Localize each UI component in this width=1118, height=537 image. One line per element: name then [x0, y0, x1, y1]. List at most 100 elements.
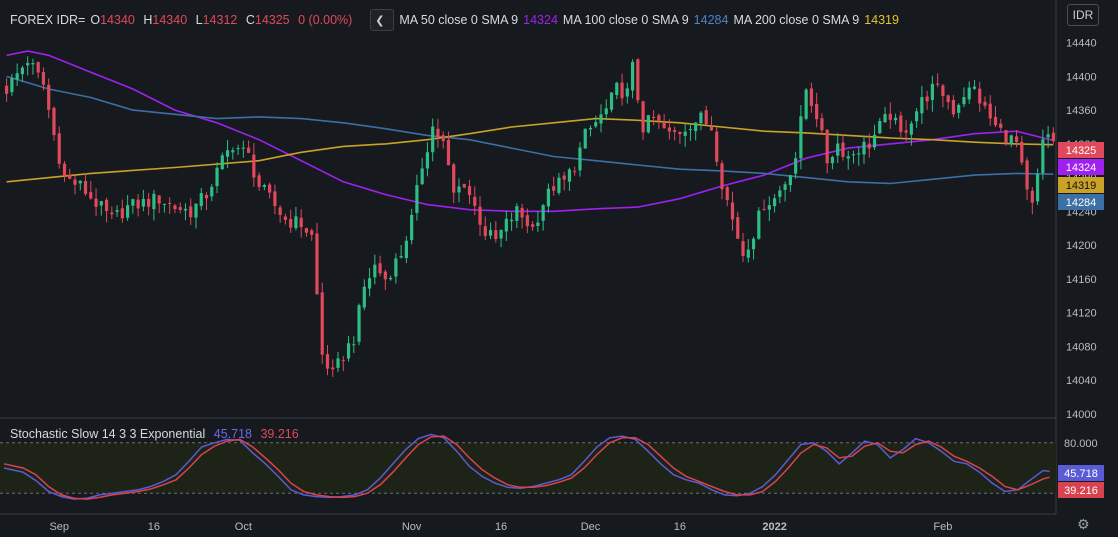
time-tick-label: 16 [495, 521, 507, 533]
price-tick-label: 14360 [1066, 105, 1097, 117]
candle-body [915, 111, 919, 122]
candle-body [988, 103, 992, 119]
high-label: H [143, 13, 153, 27]
candle-body [920, 97, 924, 114]
price-label-box [1058, 159, 1104, 175]
candle-body [257, 175, 261, 188]
candle-body [73, 179, 77, 185]
candle-body [15, 73, 19, 80]
candle-body [925, 96, 929, 102]
candle-body [173, 205, 177, 210]
gear-icon[interactable]: ⚙ [1077, 516, 1090, 532]
candle-body [688, 129, 693, 131]
candle-body [31, 63, 35, 65]
price-label-text: 14319 [1066, 180, 1097, 192]
candle-body [262, 185, 266, 187]
ma50-line [6, 50, 1054, 213]
candle-body [567, 169, 572, 182]
candle-body [730, 202, 735, 220]
candle-body [588, 127, 593, 130]
ma50-label[interactable]: MA 50 close 0 SMA 9 [399, 13, 519, 27]
candle-body [110, 212, 114, 215]
candle-body [1046, 134, 1050, 138]
candle-body [383, 271, 387, 280]
change-value: 0 (0.00%) [298, 13, 353, 27]
candle-body [215, 167, 219, 187]
candle-body [410, 214, 414, 241]
candle-body [993, 116, 998, 126]
candle-body [304, 228, 309, 233]
ma100-value: 14284 [693, 13, 729, 27]
time-tick-label: Feb [933, 521, 952, 533]
currency-selector[interactable]: IDR [1067, 4, 1099, 26]
candle-body [183, 208, 188, 211]
candle-body [99, 201, 103, 206]
close-label: C [245, 13, 255, 27]
candle-body [36, 62, 40, 73]
candle-body [725, 187, 729, 201]
candle-body [678, 131, 682, 135]
price-tick-label: 14440 [1066, 38, 1097, 50]
candle-body [499, 229, 503, 239]
candle-body [552, 186, 556, 191]
candle-body [504, 218, 508, 232]
ma100-label[interactable]: MA 100 close 0 SMA 9 [562, 13, 689, 27]
candle-body [683, 131, 687, 136]
candle-body [478, 206, 482, 225]
candle-body [704, 110, 708, 125]
candle-body [546, 188, 551, 207]
candle-body [720, 163, 724, 190]
ma50-value: 14324 [523, 13, 558, 27]
price-label-box [1058, 194, 1104, 210]
candle-body [604, 108, 608, 115]
candle-body [630, 61, 635, 91]
candle-body [210, 186, 214, 197]
candle-body [26, 62, 30, 66]
collapse-legend-button[interactable]: ❮ [370, 9, 395, 31]
candle-body [78, 180, 82, 184]
grid-layer [0, 0, 1057, 515]
time-tick-label: Nov [402, 521, 422, 533]
stochastic-k-value: 45.718 [213, 427, 252, 441]
candle-body [751, 238, 756, 250]
price-label-text: 14325 [1066, 145, 1097, 157]
candle-body [399, 256, 403, 258]
candle-body [667, 127, 671, 132]
candle-body [320, 292, 324, 355]
candle-body [978, 88, 982, 104]
candle-body [767, 205, 771, 210]
stochastic-label[interactable]: Stochastic Slow 14 3 3 Exponential [10, 427, 206, 441]
candle-body [741, 241, 745, 256]
candle-body [578, 147, 582, 171]
candle-body [820, 118, 824, 131]
price-tick-label: 14040 [1066, 375, 1097, 387]
candle-body [131, 199, 135, 206]
candle-body [1035, 174, 1040, 202]
candle-body [599, 114, 603, 124]
candle-body [1009, 135, 1013, 144]
symbol-label[interactable]: FOREX IDR= [10, 13, 86, 27]
candle-body [641, 101, 645, 133]
candle-body [231, 150, 235, 153]
candle-body [951, 100, 956, 115]
candle-body [536, 222, 540, 226]
price-tick-label: 14000 [1066, 409, 1097, 421]
open-value: 14340 [100, 13, 135, 27]
candle-body [788, 175, 792, 186]
candle-body [441, 135, 445, 142]
candle-body [389, 277, 393, 280]
ma200-label[interactable]: MA 200 close 0 SMA 9 [733, 13, 860, 27]
candle-body [415, 185, 419, 213]
candle-body [378, 263, 382, 274]
candle-body [936, 83, 940, 85]
stochastic-value-text: 45.718 [1064, 468, 1098, 480]
candle-body [541, 205, 545, 221]
candle-body [888, 113, 892, 120]
candle-body [799, 116, 803, 159]
candle-body [878, 121, 882, 134]
stochastic-value-box [1058, 482, 1104, 498]
candle-body [467, 185, 472, 196]
candle-body [662, 122, 666, 129]
candle-body [362, 286, 366, 308]
candle-body [157, 195, 161, 204]
